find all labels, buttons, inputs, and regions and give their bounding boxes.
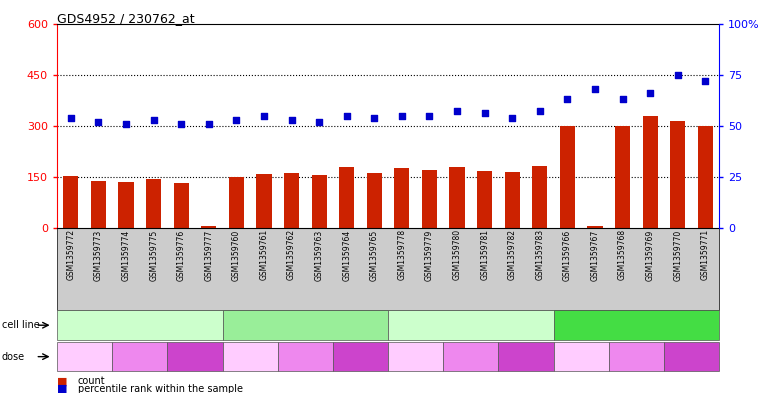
Bar [284, 173, 299, 228]
Point [92, 119, 104, 125]
Point [231, 116, 243, 123]
Bar [505, 172, 520, 228]
Text: 0.5 uM: 0.5 uM [456, 352, 486, 361]
Text: 10 uM: 10 uM [677, 352, 705, 361]
Text: GDS4952 / 230762_at: GDS4952 / 230762_at [57, 12, 195, 25]
Bar [256, 174, 272, 228]
Point [396, 112, 408, 119]
Bar [146, 179, 161, 228]
Point [120, 121, 132, 127]
Text: 10 uM: 10 uM [346, 352, 374, 361]
Point [451, 108, 463, 115]
Bar [532, 166, 547, 228]
Point [506, 114, 518, 121]
Point [479, 110, 491, 117]
Text: LNCAP: LNCAP [122, 320, 158, 330]
Text: NCIH660: NCIH660 [281, 320, 330, 330]
Point [313, 119, 325, 125]
Bar [229, 177, 244, 228]
Text: count: count [78, 376, 105, 386]
Text: 10 uM: 10 uM [181, 352, 209, 361]
Text: 0.5 uM: 0.5 uM [290, 352, 320, 361]
Text: cell line: cell line [2, 320, 40, 330]
Point [285, 116, 298, 123]
Point [258, 112, 270, 119]
Point [341, 112, 353, 119]
Text: control: control [400, 352, 431, 361]
Text: 0.5 uM: 0.5 uM [125, 352, 155, 361]
Bar [311, 175, 326, 228]
Text: ■: ■ [57, 376, 68, 386]
Point [202, 121, 215, 127]
Bar [450, 167, 465, 228]
Point [148, 116, 160, 123]
Point [644, 90, 656, 96]
Text: VCAP: VCAP [622, 320, 651, 330]
Point [423, 112, 435, 119]
Text: 0.5 uM: 0.5 uM [621, 352, 651, 361]
Point [562, 96, 574, 102]
Bar [698, 127, 713, 228]
Text: percentile rank within the sample: percentile rank within the sample [78, 384, 243, 393]
Text: control: control [234, 352, 266, 361]
Text: control: control [565, 352, 597, 361]
Bar [642, 116, 658, 228]
Text: 10 uM: 10 uM [512, 352, 540, 361]
Point [175, 121, 187, 127]
Bar [174, 183, 189, 228]
Bar [587, 226, 603, 228]
Bar [339, 167, 355, 228]
Point [368, 114, 380, 121]
Bar [560, 127, 575, 228]
Bar [422, 170, 437, 228]
Bar [477, 171, 492, 228]
Text: dose: dose [2, 352, 24, 362]
Text: ■: ■ [57, 384, 68, 393]
Bar [91, 181, 106, 228]
Bar [394, 168, 409, 228]
Point [533, 108, 546, 115]
Point [65, 114, 77, 121]
Bar [670, 121, 686, 228]
Point [699, 78, 712, 84]
Bar [201, 226, 216, 228]
Bar [367, 173, 382, 228]
Point [589, 86, 601, 92]
Bar [615, 127, 630, 228]
Point [616, 96, 629, 102]
Bar [119, 182, 134, 228]
Text: control: control [69, 352, 100, 361]
Bar [63, 176, 78, 228]
Text: PC3: PC3 [460, 320, 482, 330]
Point [672, 72, 684, 78]
